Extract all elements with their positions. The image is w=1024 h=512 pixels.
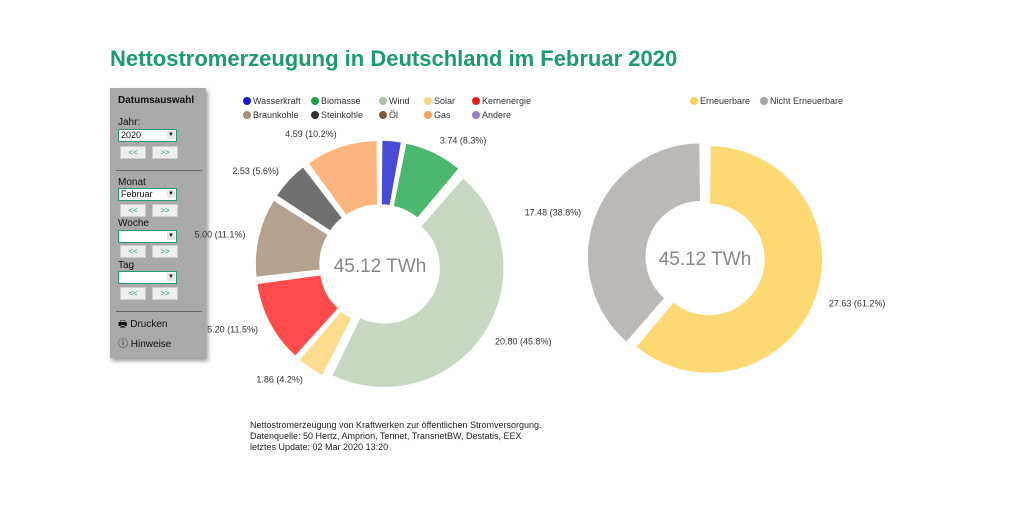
- legend-label: Solar: [434, 96, 456, 106]
- legend-item[interactable]: Solar: [424, 96, 455, 106]
- legend-swatch: [243, 97, 251, 105]
- legend-label: Öl: [389, 110, 398, 120]
- slice-kernenergie[interactable]: [255, 273, 340, 358]
- month-next-button[interactable]: >>: [152, 204, 178, 217]
- day-next-button[interactable]: >>: [152, 287, 178, 300]
- legend-item[interactable]: Gas: [424, 110, 451, 120]
- chevron-down-icon: ▼: [167, 273, 175, 281]
- year-next-button[interactable]: >>: [152, 146, 178, 159]
- slice-label: 2.53 (5.6%): [232, 166, 279, 176]
- slice-label: 20.80 (45.8%): [495, 336, 552, 346]
- footer-line: Datenquelle: 50 Hertz, Amprion, Tennet, …: [250, 431, 522, 441]
- legend-label: Nicht Erneuerbare: [770, 96, 844, 106]
- legend-swatch: [472, 97, 480, 105]
- footer-notes: Nettostromerzeugung von Kraftwerken zur …: [250, 420, 541, 453]
- month-select[interactable]: Februar ▼: [118, 188, 177, 201]
- legend-label: Biomasse: [321, 96, 361, 106]
- legend-item[interactable]: Braunkohle: [243, 110, 299, 120]
- legend-swatch: [311, 97, 319, 105]
- chevron-down-icon: ▼: [167, 131, 175, 139]
- legend-swatch: [472, 111, 480, 119]
- divider: [116, 311, 202, 312]
- legend-item[interactable]: Erneuerbare: [690, 96, 750, 106]
- slice-braunkohle[interactable]: [254, 198, 330, 279]
- legend-label: Kernenergie: [482, 96, 532, 106]
- legend-item[interactable]: Nicht Erneuerbare: [760, 96, 843, 106]
- year-select[interactable]: 2020 ▼: [118, 129, 177, 142]
- slice-steinkohle[interactable]: [275, 165, 344, 233]
- legend-swatch: [690, 97, 698, 105]
- legend-label: Wasserkraft: [253, 96, 301, 106]
- legend-label: Gas: [434, 110, 451, 120]
- divider: [116, 170, 202, 171]
- year-value: 2020: [121, 130, 142, 140]
- slice-wind[interactable]: [330, 176, 505, 389]
- legend-item[interactable]: Andere: [472, 110, 511, 120]
- center-total-label: 45.12 TWh: [334, 256, 427, 277]
- slice-label: 5.00 (11.1%): [195, 229, 246, 239]
- day-prev-button[interactable]: <<: [120, 287, 146, 300]
- slice-label: 27.63 (61.2%): [829, 299, 886, 309]
- legend-item[interactable]: Kernenergie: [472, 96, 531, 106]
- month-prev-button[interactable]: <<: [120, 204, 146, 217]
- week-prev-button[interactable]: <<: [120, 245, 146, 258]
- slice-gas[interactable]: [306, 139, 379, 217]
- legend-item[interactable]: Wasserkraft: [243, 96, 301, 106]
- panel-heading: Datumsauswahl: [118, 95, 195, 106]
- print-label: Drucken: [130, 319, 168, 330]
- legend-label: Erneuerbare: [700, 96, 751, 106]
- printer-icon: 🖶: [118, 319, 128, 330]
- legend-swatch: [760, 97, 768, 105]
- info-button[interactable]: ⓘ Hinweise: [118, 335, 171, 350]
- week-next-button[interactable]: >>: [152, 245, 178, 258]
- week-label: Woche: [118, 218, 149, 229]
- week-select[interactable]: ▼: [118, 230, 177, 243]
- legend-swatch: [379, 97, 387, 105]
- footer-line: Nettostromerzeugung von Kraftwerken zur …: [250, 420, 542, 430]
- slice-wasserkraft[interactable]: [380, 139, 403, 207]
- slice-label: 17.48 (38.8%): [525, 207, 582, 217]
- date-selection-panel: Datumsauswahl Jahr: 2020 ▼ << >> Monat Fe…: [110, 88, 206, 358]
- day-select[interactable]: ▼: [118, 271, 177, 284]
- legend-swatch: [424, 97, 432, 105]
- slice-label: 3.74 (8.3%): [440, 136, 487, 146]
- page-title: Nettostromerzeugung in Deutschland im Fe…: [110, 46, 678, 71]
- year-prev-button[interactable]: <<: [120, 146, 146, 159]
- slice-solar[interactable]: [297, 309, 354, 377]
- info-icon: ⓘ: [118, 339, 128, 350]
- month-label: Monat: [118, 177, 146, 188]
- legend-item[interactable]: Wind: [379, 96, 410, 106]
- slice-label: 1.86 (4.2%): [256, 374, 303, 384]
- slice-öl[interactable]: [303, 163, 346, 219]
- day-label: Tag: [118, 260, 135, 271]
- legend-swatch: [311, 111, 319, 119]
- slice-biomasse[interactable]: [392, 141, 461, 220]
- slice-nicht erneuerbare[interactable]: [586, 141, 702, 344]
- month-value: Februar: [121, 189, 153, 199]
- legend-label: Andere: [482, 110, 512, 120]
- print-button[interactable]: 🖶 Drucken: [118, 317, 167, 334]
- center-total-label: 45.12 TWh: [659, 249, 752, 270]
- legend-swatch: [424, 111, 432, 119]
- slice-label: 4.59 (10.2%): [285, 129, 337, 139]
- year-label: Jahr:: [118, 117, 141, 128]
- slice-label: 5.20 (11.5%): [207, 324, 258, 334]
- slice-erneuerbare[interactable]: [634, 144, 824, 375]
- legend-label: Wind: [389, 96, 410, 106]
- legend-item[interactable]: Steinkohle: [311, 110, 363, 120]
- chevron-down-icon: ▼: [167, 190, 175, 198]
- footer-line: letztes Update: 02 Mar 2020 13:20: [250, 442, 389, 452]
- legend-label: Steinkohle: [321, 110, 364, 120]
- legend-item[interactable]: Öl: [379, 110, 398, 120]
- legend-swatch: [379, 111, 387, 119]
- info-label: Hinweise: [130, 339, 172, 350]
- legend-swatch: [243, 111, 251, 119]
- legend-label: Braunkohle: [253, 110, 299, 120]
- chevron-down-icon: ▼: [167, 232, 175, 240]
- legend-item[interactable]: Biomasse: [311, 96, 361, 106]
